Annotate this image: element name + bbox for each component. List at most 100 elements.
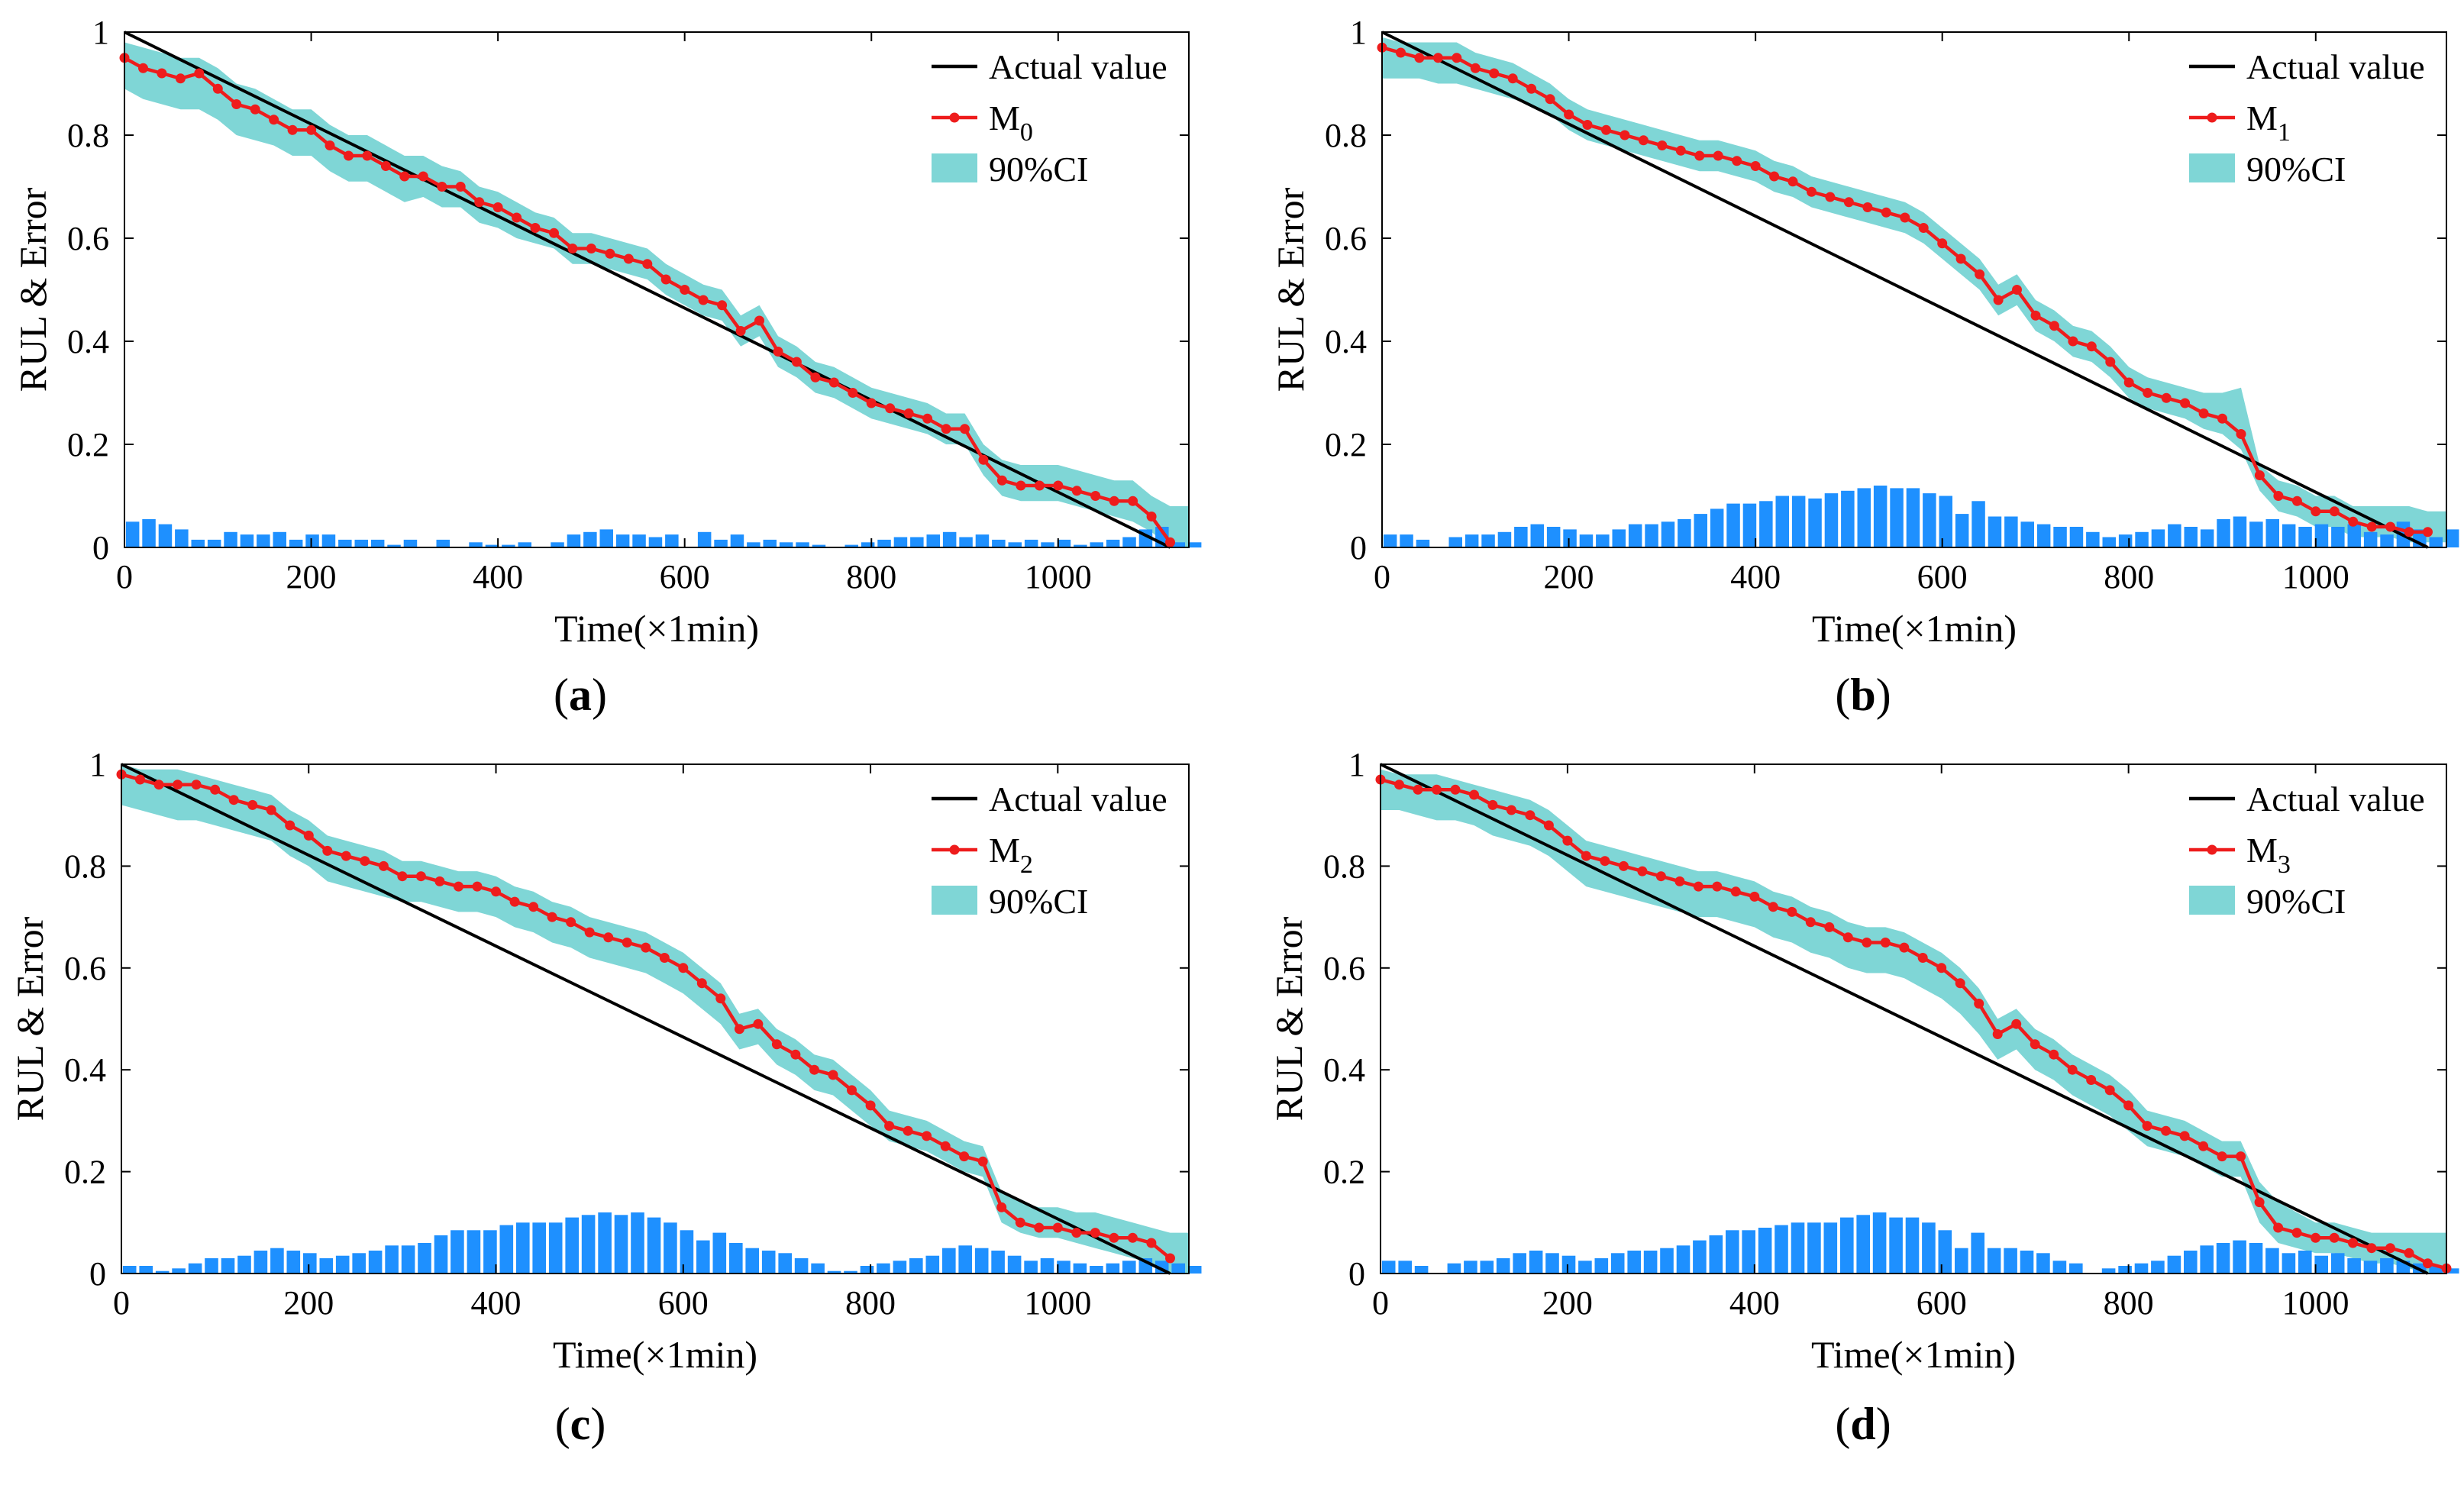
error-bar [1955,514,1969,547]
error-bar [2200,529,2214,547]
error-bar [1530,524,1544,547]
model-point [1562,835,1573,846]
error-bar [1057,539,1071,547]
model-point [773,347,783,357]
model-point [2236,429,2246,439]
error-bar [469,542,483,548]
y-tick-label: 0.8 [1325,117,1367,154]
error-bar [499,1225,514,1274]
model-point [1807,186,1817,197]
x-tick-label: 600 [1917,1284,1967,1322]
model-point [1825,192,1836,202]
error-bar [844,544,858,547]
error-bar [2020,521,2034,548]
y-tick-label: 0.6 [1323,950,1365,987]
model-point [1545,94,1555,105]
model-point [1487,799,1498,810]
legend-entry: Actual value [2189,780,2425,818]
error-bar [910,537,924,547]
model-point [2030,1039,2040,1050]
legend-entry: M2 [932,831,1033,879]
error-bar [2020,1251,2034,1274]
legend-label: 90%CI [989,150,1088,189]
model-point [584,927,595,938]
error-bar [1988,516,2002,547]
model-point [2404,527,2414,538]
model-point [2236,1151,2246,1162]
y-axis-label: RUL & Error [1269,187,1312,392]
error-bar [2086,531,2100,548]
error-bar [712,1232,727,1274]
model-point [1824,922,1835,932]
legend-label: M1 [2246,98,2291,147]
legend-label-text: M [989,831,1020,870]
model-point [1090,1228,1100,1238]
model-point [1713,150,1723,161]
model-point [173,780,183,790]
error-bar [893,537,908,547]
error-bar [1823,1222,1838,1274]
model-point [1900,212,1910,223]
error-bar [518,542,531,548]
error-bar [2069,527,2084,547]
model-point [397,871,408,882]
legend-label-text: M [2246,831,2278,870]
model-point [2067,1064,2078,1075]
model-point [210,784,221,795]
model-point [474,197,485,208]
error-bar [354,539,368,547]
error-bar [221,1258,235,1274]
model-point [2423,527,2433,538]
error-bar [1694,514,1707,547]
error-bar [2118,1266,2132,1274]
x-axis-label: Time(×1min) [1812,607,2017,650]
error-bar [565,1217,579,1274]
legend-subscript: 3 [2278,851,2291,879]
error-bar [2036,1253,2050,1274]
model-point [549,228,559,238]
model-point [2385,1243,2395,1254]
legend-label-text: M [989,98,1020,137]
error-bar [207,539,221,547]
error-bar [1497,531,1512,548]
error-bar [1578,1261,1592,1274]
model-point [153,780,164,790]
x-tick-label: 400 [473,558,523,596]
error-bar [401,1245,415,1274]
model-point [659,953,670,963]
error-bar [516,1222,530,1274]
error-bar [1400,534,1413,547]
legend-entry: Actual value [932,47,1167,86]
model-point [1601,124,1611,135]
error-bar [418,1243,431,1274]
y-tick-label: 0.2 [64,1154,106,1191]
error-bar [483,1230,497,1274]
model-point [266,805,276,815]
error-bar [1923,493,1936,547]
model-point [437,182,447,192]
error-bar [1596,534,1610,547]
error-bar [1905,1217,1920,1274]
legend-entry: 90%CI [2189,882,2346,921]
model-point [491,886,501,897]
model-point [660,274,671,285]
model-point [2311,506,2321,517]
model-point [2123,1100,2134,1111]
error-bar [321,534,336,547]
error-bar [1906,488,1920,547]
error-bar [877,1263,890,1274]
error-bar [335,1255,350,1274]
model-point [1450,784,1461,795]
error-bar [665,534,679,547]
model-point [287,124,298,135]
model-point [2273,491,2284,501]
error-bar [1514,527,1528,547]
error-bar [1057,1261,1071,1274]
model-point [135,774,145,785]
legend-entry: 90%CI [2189,150,2346,189]
model-point [212,83,223,94]
error-bar [992,539,1006,547]
model-point [1955,978,1965,989]
y-tick-label: 0.6 [1325,220,1367,257]
legend-label-text: 90%CI [2246,882,2346,921]
